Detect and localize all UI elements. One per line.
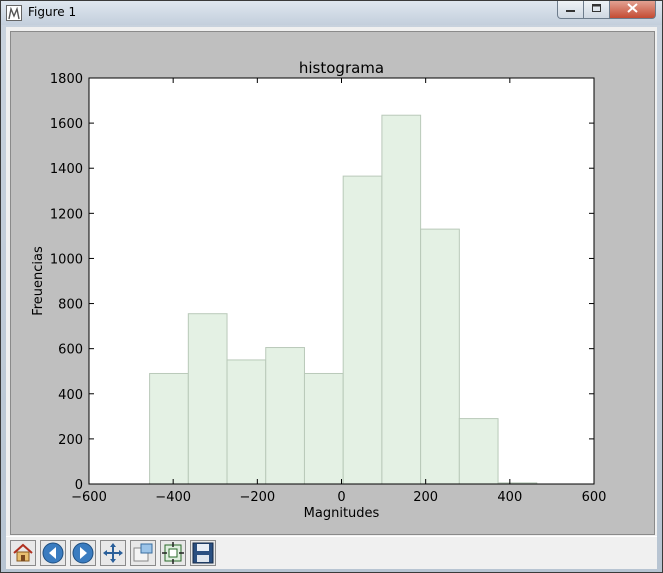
client-area: −600 −400 −200 0 200 400 600 0 200 400 600 800 1000 1… (6, 27, 657, 569)
save-icon (191, 541, 215, 565)
y-tick-label: 400 (58, 388, 83, 403)
close-button[interactable] (610, 1, 656, 19)
histogram-bar (226, 359, 267, 485)
zoom-button[interactable] (130, 540, 156, 566)
histogram-bar (458, 418, 499, 485)
x-tick-label: −200 (239, 490, 275, 505)
histogram-bar (381, 114, 422, 485)
x-tick-label: 200 (413, 490, 438, 505)
histogram-bar (187, 313, 228, 485)
histogram-bar (303, 372, 344, 485)
save-button[interactable] (190, 540, 216, 566)
x-axis-label: Magnitudes (304, 506, 380, 521)
histogram-bar (342, 175, 383, 485)
forward-button[interactable] (70, 540, 96, 566)
title-bar[interactable]: Figure 1 (1, 1, 662, 25)
x-tick-label: 0 (337, 490, 345, 505)
window-title: Figure 1 (28, 5, 77, 19)
y-tick-label: 1400 (50, 162, 83, 177)
histogram-chart: −600 −400 −200 0 200 400 600 0 200 400 600 800 1000 1… (31, 59, 607, 521)
subplots-button[interactable] (160, 540, 186, 566)
close-icon (627, 3, 638, 16)
y-tick-label: 1800 (50, 72, 83, 87)
histogram-bar (265, 347, 305, 485)
matplotlib-app-icon (6, 5, 22, 21)
histogram-bar (149, 372, 189, 485)
maximize-button[interactable] (584, 1, 610, 19)
subplots-icon (161, 541, 185, 565)
minimize-button[interactable] (557, 1, 584, 19)
y-tick-label: 1600 (50, 117, 83, 132)
chart-title: histograma (299, 59, 384, 77)
home-button[interactable] (10, 540, 36, 566)
y-tick-label: 0 (75, 478, 83, 493)
arrow-left-icon (41, 541, 65, 565)
y-axis-label: Freuencias (31, 246, 46, 316)
zoom-rect-icon (131, 541, 155, 565)
maximize-icon (591, 3, 602, 16)
y-tick-label: 1200 (50, 207, 83, 222)
minimize-icon (565, 3, 576, 16)
home-icon (11, 541, 35, 565)
figure-canvas[interactable]: −600 −400 −200 0 200 400 600 0 200 400 600 800 1000 1… (10, 31, 655, 535)
navigation-toolbar (6, 536, 657, 569)
arrow-right-icon (71, 541, 95, 565)
x-tick-label: −600 (71, 490, 107, 505)
histogram-bar (420, 228, 460, 485)
x-tick-label: 400 (497, 490, 522, 505)
move-icon (101, 541, 125, 565)
y-tick-label: 200 (58, 433, 83, 448)
x-tick-label: 600 (582, 490, 607, 505)
back-button[interactable] (40, 540, 66, 566)
pan-button[interactable] (100, 540, 126, 566)
y-tick-label: 600 (58, 343, 83, 358)
y-tick-label: 1000 (50, 252, 83, 267)
x-tick-label: −400 (155, 490, 191, 505)
y-tick-label: 800 (58, 298, 83, 313)
